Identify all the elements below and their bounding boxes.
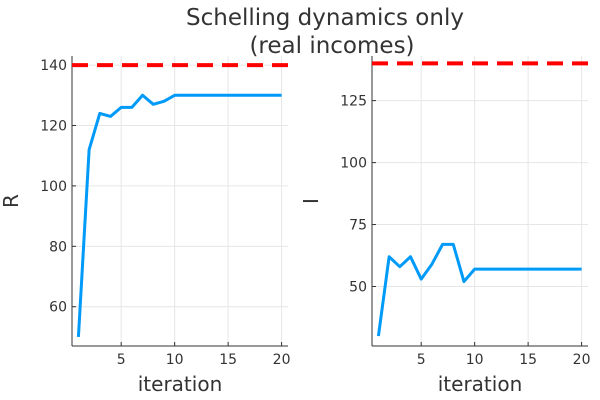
plot-panel-r: 5 10 15 20 60 80 100 120 140 iteration R <box>0 56 290 396</box>
x-tick-label: 15 <box>519 352 537 368</box>
x-tick-label: 20 <box>273 352 291 368</box>
y-tick-label: 80 <box>49 239 67 255</box>
x-tick-label: 10 <box>166 352 184 368</box>
x-tick-label: 20 <box>573 352 591 368</box>
series-line <box>76 93 282 338</box>
series-line <box>376 242 582 337</box>
chart-title-line1: Schelling dynamics only <box>186 5 464 31</box>
y-tick-label: 60 <box>49 300 67 316</box>
x-tick-label: 5 <box>117 352 126 368</box>
x-tick-label: 5 <box>417 352 426 368</box>
y-axis-label: R <box>0 194 23 208</box>
x-tick-label: 10 <box>466 352 484 368</box>
y-tick-label: 140 <box>40 58 67 74</box>
x-axis-label: iteration <box>438 372 523 396</box>
y-tick-label: 120 <box>40 118 67 134</box>
plot-panel-i: 5 10 15 20 50 75 100 125 iteration I <box>299 56 590 396</box>
y-tick-label: 100 <box>340 156 367 172</box>
x-axis-label: iteration <box>138 372 223 396</box>
y-tick-label: 75 <box>349 218 367 234</box>
y-tick-label: 100 <box>40 179 67 195</box>
x-tick-label: 15 <box>219 352 237 368</box>
y-axis-label: I <box>299 198 323 204</box>
y-tick-label: 50 <box>349 280 367 296</box>
chart-title-line2: (real incomes) <box>249 33 414 59</box>
y-tick-label: 125 <box>340 94 367 110</box>
